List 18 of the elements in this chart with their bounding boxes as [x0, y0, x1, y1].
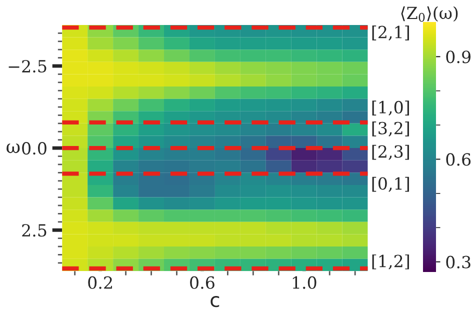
x-tick-label: 0.6	[190, 276, 214, 289]
text: [3,2]	[372, 122, 409, 136]
text: [1,0]	[372, 100, 409, 116]
color-bar-label: 0.9	[446, 50, 470, 64]
text: [1,2]	[372, 254, 409, 270]
y-tick-label: 0.0	[22, 142, 46, 155]
x-axis-title: c	[210, 296, 220, 308]
x-tick-label: 1.0	[292, 276, 316, 289]
y-axis-title: ω	[6, 144, 20, 154]
color-bar-label: 0.6	[446, 153, 471, 166]
color-bar-label: 0.3	[446, 256, 470, 268]
text: [2,1]	[372, 26, 409, 40]
x-tick-label: 0.2	[88, 276, 112, 289]
y-tick-label: 2.5	[22, 224, 46, 237]
color-bar-title: ⟨Z$_{0}$⟩(ω)	[401, 6, 458, 22]
text: [0,1]	[372, 176, 409, 192]
text: [2,3]	[372, 144, 409, 160]
y-tick-label: −2.5	[8, 60, 46, 73]
